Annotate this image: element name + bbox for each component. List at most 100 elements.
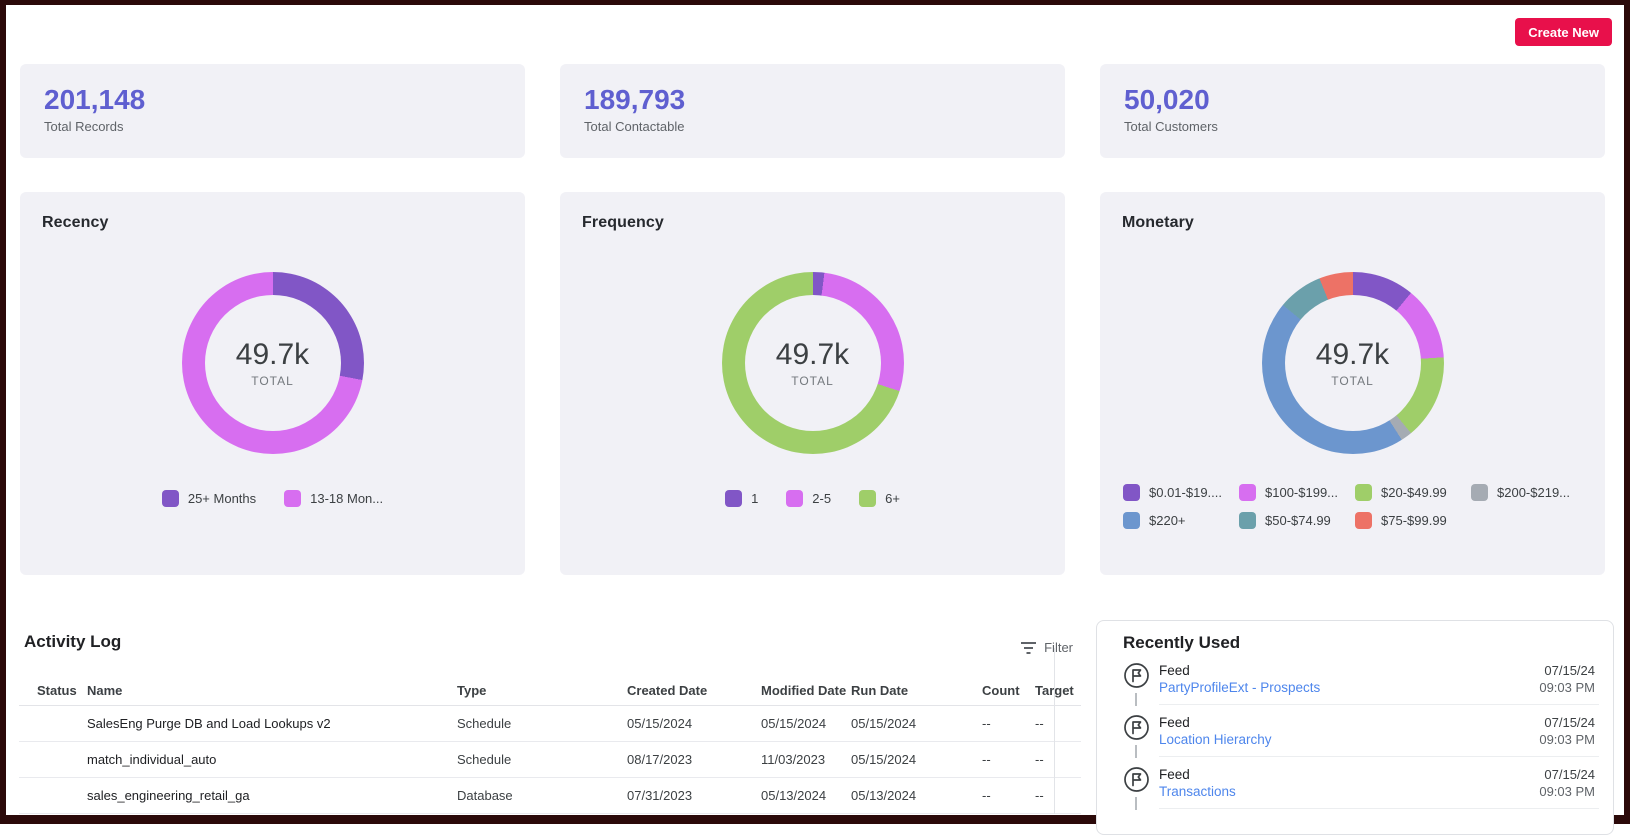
top-bar: Create New (6, 5, 1624, 47)
monetary-legend: $0.01-$19....$100-$199...$20-$49.99$200-… (1122, 484, 1583, 529)
table-row[interactable]: sales_engineering_retail_gaDatabase07/31… (19, 778, 1081, 814)
stats-row: 201,148 Total Records 189,793Total Contact… (20, 64, 1605, 158)
value-cell: 05/15/2024 (761, 716, 851, 731)
legend-item: 13-18 Mon... (284, 490, 383, 507)
name-cell[interactable]: SalesEng Purge DB and Load Lookups v2 (87, 716, 457, 731)
legend-label: $50-$74.99 (1265, 513, 1331, 528)
chart-card-frequency: Frequency 49.7k TOTAL 1 2-5 6+ (560, 192, 1065, 575)
item-kind-label: Feed (1159, 766, 1539, 783)
column-header: Modified Date (761, 683, 851, 698)
item-datetime: 07/15/2409:03 PM (1539, 662, 1599, 697)
recently-used-item[interactable]: FeedLocation Hierarchy07/15/2409:03 PM (1123, 705, 1599, 749)
value-cell: Database (457, 788, 627, 803)
legend-swatch-icon (1355, 512, 1372, 529)
item-time: 09:03 PM (1539, 731, 1595, 749)
legend-item: $200-$219... (1471, 484, 1587, 501)
legend-swatch-icon (162, 490, 179, 507)
recently-used-panel: Recently Used FeedPartyProfileExt - Pros… (1096, 620, 1614, 835)
item-time: 09:03 PM (1539, 783, 1595, 801)
donut-center: 49.7k TOTAL (1285, 295, 1421, 431)
legend-swatch-icon (725, 490, 742, 507)
filter-button[interactable]: Filter (1021, 640, 1073, 655)
value-cell: 07/31/2023 (627, 788, 761, 803)
activity-log-title: Activity Log (24, 632, 1081, 652)
feed-icon-column (1123, 662, 1159, 697)
column-header: Run Date (851, 683, 982, 698)
legend-item: $100-$199... (1239, 484, 1355, 501)
legend-item: 6+ (859, 490, 900, 507)
donut-total-label: TOTAL (791, 374, 834, 388)
recently-used-item[interactable]: FeedTransactions07/15/2409:03 PM (1123, 757, 1599, 801)
donut-total-label: TOTAL (251, 374, 294, 388)
donut-total-label: TOTAL (1331, 374, 1374, 388)
name-cell[interactable]: match_individual_auto (87, 752, 457, 767)
legend-item: 1 (725, 490, 758, 507)
table-row[interactable]: SalesEng Purge DB and Load Lookups v2Sch… (19, 706, 1081, 742)
column-header: Count (982, 683, 1035, 698)
monetary-donut-chart: 49.7k TOTAL (1262, 272, 1444, 454)
column-header: Target (1035, 683, 1081, 698)
column-header: Status (19, 683, 87, 698)
recently-used-link[interactable]: PartyProfileExt - Prospects (1159, 680, 1320, 695)
legend-swatch-icon (786, 490, 803, 507)
item-kind-label: Feed (1159, 714, 1539, 731)
item-datetime: 07/15/2409:03 PM (1539, 714, 1599, 749)
value-cell: 05/15/2024 (627, 716, 761, 731)
activity-log-section: Activity Log Filter StatusNameTypeCreate… (19, 618, 1081, 814)
create-new-button[interactable]: Create New (1515, 18, 1612, 46)
legend-label: $200-$219... (1497, 485, 1570, 500)
feed-icon-column (1123, 766, 1159, 801)
legend-swatch-icon (1123, 512, 1140, 529)
item-date: 07/15/24 (1539, 662, 1595, 679)
stat-label: Total Records (44, 119, 501, 134)
legend-swatch-icon (1355, 484, 1372, 501)
value-cell: -- (982, 788, 1035, 803)
donut-total-value: 49.7k (776, 338, 849, 372)
item-kind-label: Feed (1159, 662, 1539, 679)
legend-item: $220+ (1123, 512, 1239, 529)
legend-item: $50-$74.99 (1239, 512, 1355, 529)
recently-used-text: FeedTransactions (1159, 766, 1539, 801)
recently-used-link[interactable]: Location Hierarchy (1159, 732, 1272, 747)
feed-icon (1123, 676, 1150, 693)
legend-swatch-icon (859, 490, 876, 507)
legend-item: 2-5 (786, 490, 831, 507)
recently-used-title: Recently Used (1123, 633, 1599, 653)
legend-label: $100-$199... (1265, 485, 1338, 500)
legend-item: $75-$99.99 (1355, 512, 1471, 529)
stat-value: 201,148 (44, 84, 501, 116)
chart-title: Monetary (1122, 214, 1583, 232)
table-row[interactable]: match_individual_autoSchedule08/17/20231… (19, 742, 1081, 778)
stat-card: 189,793Total Contactable (560, 64, 1065, 158)
donut-total-value: 49.7k (236, 338, 309, 372)
value-cell: -- (982, 716, 1035, 731)
bottom-section: Activity Log Filter StatusNameTypeCreate… (6, 618, 1624, 818)
stat-card: 201,148 Total Records (20, 64, 525, 158)
stat-card: 50,020Total Customers (1100, 64, 1605, 158)
table-header-row: StatusNameTypeCreated DateModified DateR… (19, 676, 1081, 706)
recently-used-text: FeedPartyProfileExt - Prospects (1159, 662, 1539, 697)
legend-label: $75-$99.99 (1381, 513, 1447, 528)
item-divider (1159, 808, 1599, 809)
legend-label: 6+ (885, 491, 900, 506)
chart-card-recency: Recency49.7kTOTAL25+ Months13-18 Mon... (20, 192, 525, 575)
stat-value: 189,793 (584, 84, 1041, 116)
recently-used-list: FeedPartyProfileExt - Prospects07/15/240… (1123, 653, 1599, 809)
frequency-legend: 1 2-5 6+ (582, 490, 1043, 507)
value-cell: Schedule (457, 716, 627, 731)
stat-value: 50,020 (1124, 84, 1581, 116)
value-cell: -- (982, 752, 1035, 767)
charts-row: Recency49.7kTOTAL25+ Months13-18 Mon...F… (20, 192, 1605, 575)
recently-used-item[interactable]: FeedPartyProfileExt - Prospects07/15/240… (1123, 653, 1599, 697)
donut-total-value: 49.7k (1316, 338, 1389, 372)
recently-used-link[interactable]: Transactions (1159, 784, 1236, 799)
column-header: Type (457, 683, 627, 698)
donut-center: 49.7k TOTAL (745, 295, 881, 431)
name-cell[interactable]: sales_engineering_retail_ga (87, 788, 457, 803)
value-cell: 05/13/2024 (851, 788, 982, 803)
chart-title: Frequency (582, 214, 1043, 232)
recently-used-text: FeedLocation Hierarchy (1159, 714, 1539, 749)
legend-item: $20-$49.99 (1355, 484, 1471, 501)
item-date: 07/15/24 (1539, 714, 1595, 731)
legend-label: 1 (751, 491, 758, 506)
